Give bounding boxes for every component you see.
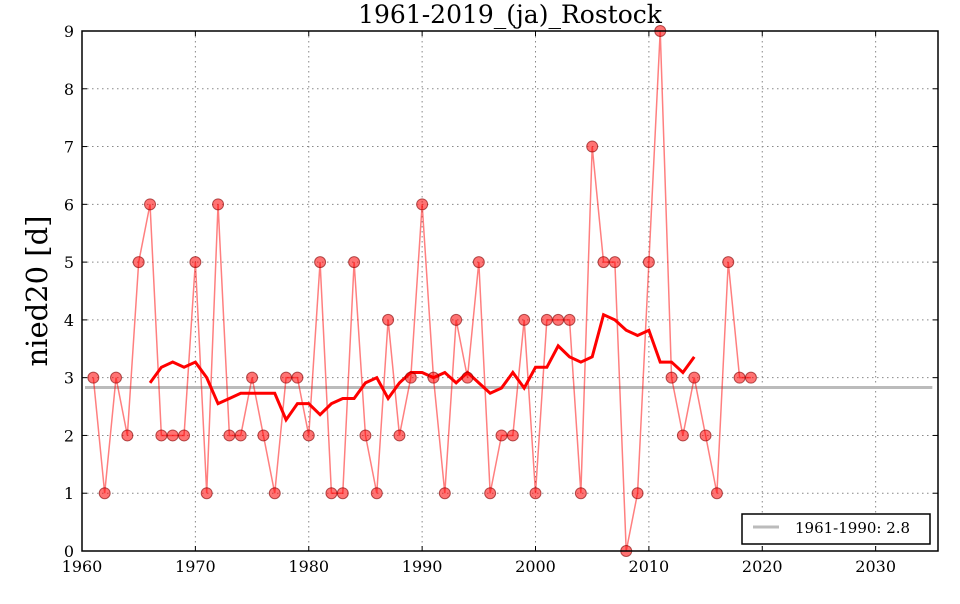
data-point xyxy=(348,256,361,269)
data-point xyxy=(178,429,191,442)
data-point xyxy=(404,371,417,384)
data-point xyxy=(484,487,497,500)
data-point xyxy=(189,256,202,269)
legend-box xyxy=(741,513,931,545)
data-point xyxy=(370,487,383,500)
grid xyxy=(81,30,938,552)
y-tick-label: 0 xyxy=(64,542,74,561)
data-point xyxy=(280,371,293,384)
data-point xyxy=(461,371,474,384)
data-point xyxy=(529,487,542,500)
plot-frame xyxy=(81,30,939,552)
data-point xyxy=(382,313,395,326)
data-point xyxy=(744,371,757,384)
data-point xyxy=(563,313,576,326)
x-tick-label: 1980 xyxy=(288,557,329,576)
data-point xyxy=(699,429,712,442)
data-point xyxy=(416,198,429,211)
data-point xyxy=(710,487,723,500)
data-point xyxy=(268,487,281,500)
data-point xyxy=(722,256,735,269)
data-point xyxy=(597,256,610,269)
y-tick-label: 9 xyxy=(64,22,74,41)
data-point xyxy=(98,487,111,500)
x-tick-label: 1970 xyxy=(175,557,216,576)
data-point xyxy=(518,313,531,326)
data-point xyxy=(427,371,440,384)
y-tick-label: 5 xyxy=(64,253,74,272)
data-point xyxy=(631,487,644,500)
x-tick-label: 2000 xyxy=(515,557,556,576)
data-point xyxy=(438,487,451,500)
data-point xyxy=(87,371,100,384)
y-tick-label: 2 xyxy=(64,426,74,445)
data-point xyxy=(506,429,519,442)
x-tick-label: 1960 xyxy=(62,557,103,576)
x-tick-label: 2030 xyxy=(855,557,896,576)
data-point xyxy=(223,429,236,442)
data-point xyxy=(246,371,259,384)
data-point xyxy=(688,371,701,384)
data-point xyxy=(234,429,247,442)
data-point xyxy=(155,429,168,442)
data-point xyxy=(325,487,338,500)
data-point xyxy=(676,429,689,442)
data-point xyxy=(212,198,225,211)
x-tick-label: 2020 xyxy=(742,557,783,576)
data-point xyxy=(166,429,179,442)
data-point xyxy=(132,256,145,269)
data-point xyxy=(291,371,304,384)
data-point xyxy=(144,198,157,211)
data-point xyxy=(200,487,213,500)
moving-average-line xyxy=(148,312,696,423)
data-point xyxy=(121,429,134,442)
legend-label: 1961-1990: 2.8 xyxy=(795,519,910,537)
data-point xyxy=(495,429,508,442)
data-point xyxy=(314,256,327,269)
data-point xyxy=(665,371,678,384)
data-point xyxy=(552,313,565,326)
y-tick-label: 8 xyxy=(64,80,74,99)
y-tick-label: 7 xyxy=(64,138,74,157)
y-tick-label: 3 xyxy=(64,369,74,388)
chart-title: 1961-2019_(ja)_Rostock xyxy=(358,0,663,29)
y-tick-label: 4 xyxy=(64,311,74,330)
data-point xyxy=(733,371,746,384)
x-tick-label: 1990 xyxy=(402,557,443,576)
data-point xyxy=(450,313,463,326)
data-point xyxy=(642,256,655,269)
y-tick-label: 1 xyxy=(64,484,74,503)
y-axis-label: nied20 [d] xyxy=(20,216,54,367)
y-tick-label: 6 xyxy=(64,195,74,214)
axis-ticks: 1960 1970 1980 1990 2000 2010 2020 2030 0 1 2 3 4 5 6 7… xyxy=(62,22,938,576)
data-point xyxy=(336,487,349,500)
data-point xyxy=(472,256,485,269)
data-point xyxy=(608,256,621,269)
data-point xyxy=(393,429,406,442)
data-point xyxy=(359,429,372,442)
x-tick-label: 2010 xyxy=(629,557,670,576)
data-point xyxy=(586,140,599,153)
data-point xyxy=(540,313,553,326)
data-point xyxy=(257,429,270,442)
data-point xyxy=(302,429,315,442)
data-point xyxy=(110,371,123,384)
legend: 1961-1990: 2.8 xyxy=(741,513,931,545)
data-marks xyxy=(85,25,933,557)
data-point xyxy=(574,487,587,500)
